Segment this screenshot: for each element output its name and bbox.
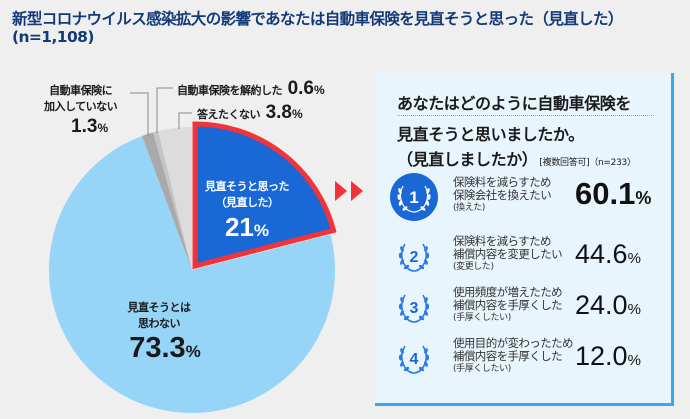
breakdown-panel: あなたはどのように自動車保険を 見直そうと思いましたか。 （見直しましたか） [複… — [375, 73, 674, 406]
rank-item-value: 12.0% — [575, 341, 641, 372]
value: 3.8 — [265, 102, 292, 123]
label-value: 21% — [201, 212, 293, 243]
item-sub: (手厚くしたい) — [453, 313, 511, 323]
rank-item-3: 3 使用頻度が増えたため 補償内容を手厚くした (手厚くしたい) 24.0% — [385, 282, 665, 334]
slice-not-insured — [142, 132, 192, 270]
label-text: 思わない — [138, 317, 181, 330]
label-no-answer: 答えたくない 3.8% — [197, 102, 303, 124]
label-no-review: 見直そうとは 思わない 73.3% — [104, 299, 214, 365]
dotted-divider — [397, 115, 654, 116]
label-text: 加入していない — [44, 100, 118, 113]
unit: % — [627, 250, 641, 267]
item-sub: (手厚くしたい) — [453, 364, 511, 374]
value: 24.0 — [575, 290, 628, 320]
unit: % — [627, 301, 641, 318]
item-line-1: 保険料を減らすため — [453, 175, 551, 189]
item-line-2: 補償内容を手厚くした — [453, 298, 563, 312]
rank-item-text: 使用目的が変わったため 補償内容を手厚くした (手厚くしたい) — [453, 336, 574, 376]
item-sub: (換えた) — [453, 203, 486, 213]
value: 21 — [224, 212, 254, 242]
slice-no-review — [48, 136, 335, 413]
item-line-1: 保険料を減らすため — [453, 234, 551, 248]
label-value: 73.3% — [116, 332, 214, 365]
rank-item-text: 保険料を減らすため 保険会社を換えたい (換えた) — [453, 175, 552, 215]
label-text: 見直そうとは — [127, 301, 192, 314]
double-arrow-right-icon — [335, 181, 363, 201]
leader-line-no-answer — [178, 112, 192, 129]
rank-item-4: 4 使用目的が変わったため 補償内容を手厚くした (手厚くしたい) 12.0% — [385, 333, 665, 385]
label-text: 見直そうと思った — [205, 180, 290, 193]
question-line-3: （見直しましたか） [複数回答可]（n=233） — [397, 146, 636, 170]
label-value: 1.3% — [44, 116, 117, 138]
slice-no-answer — [158, 127, 192, 270]
unit: % — [185, 342, 201, 361]
rank-item-text: 使用頻度が増えたため 補償内容を手厚くした (手厚くしたい) — [453, 285, 563, 325]
unit: % — [292, 107, 303, 121]
svg-text:4: 4 — [410, 351, 419, 368]
svg-text:1: 1 — [409, 188, 418, 207]
rank-item-2: 2 保険料を減らすため 補償内容を変更したい (変更した) 44.6% — [385, 231, 665, 283]
label-text: 自動車保険を解約した — [177, 84, 283, 97]
unit: % — [314, 83, 325, 97]
svg-text:3: 3 — [410, 300, 419, 317]
item-line-2: 補償内容を変更したい — [453, 247, 563, 261]
value: 60.1 — [575, 176, 636, 211]
laurel-badge-1-icon: 1 — [390, 173, 438, 221]
rank-item-value: 60.1% — [575, 176, 651, 212]
label-review: 見直そうと思った （見直した） 21% — [201, 178, 293, 243]
value: 0.6 — [287, 78, 314, 99]
svg-text:2: 2 — [410, 249, 419, 266]
label-cancelled: 自動車保険を解約した 0.6% — [177, 78, 325, 100]
rank-item-text: 保険料を減らすため 補償内容を変更したい (変更した) — [453, 234, 563, 274]
rank-item-1: 1 保険料を減らすため 保険会社を換えたい (換えた) 60.1% — [385, 172, 665, 224]
label-text: 自動車保険に — [49, 84, 113, 97]
laurel-badge-2-icon: 2 — [398, 243, 430, 272]
value: 44.6 — [575, 239, 628, 269]
item-sub: (変更した) — [453, 262, 494, 272]
item-line-1: 使用目的が変わったため — [453, 336, 574, 350]
title-line-1: 新型コロナウイルス感染拡大の影響であなたは自動車保険を見直そうと思った（見直した… — [12, 10, 623, 28]
item-line-2: 補償内容を手厚くした — [453, 349, 563, 363]
leader-line-cancelled — [156, 87, 173, 133]
unit: % — [253, 221, 270, 240]
slice-review — [192, 121, 337, 270]
rank-item-value: 24.0% — [575, 290, 641, 321]
question-text: （見直しましたか） — [397, 150, 538, 169]
chart-title: 新型コロナウイルス感染拡大の影響であなたは自動車保険を見直そうと思った（見直した… — [12, 10, 623, 46]
label-text: 答えたくない — [197, 108, 261, 121]
unit: % — [635, 188, 652, 208]
title-sample-size: (n=1,108) — [12, 28, 94, 46]
label-not-insured: 自動車保険に 加入していない 1.3% — [44, 82, 118, 138]
rank-item-value: 44.6% — [575, 239, 641, 270]
value: 12.0 — [575, 341, 628, 371]
question-line-1: あなたはどのように自動車保険を — [397, 94, 632, 113]
value: 1.3 — [71, 116, 98, 137]
unit: % — [627, 352, 641, 369]
item-line-2: 保険会社を換えたい — [453, 188, 552, 202]
label-text: （見直した） — [215, 196, 280, 209]
item-line-1: 使用頻度が増えたため — [453, 285, 563, 299]
laurel-badge-3-icon: 3 — [398, 294, 430, 323]
laurel-badge-4-icon: 4 — [398, 345, 430, 374]
question-line-2: 見直そうと思いましたか。 — [397, 125, 584, 144]
question-note: [複数回答可]（n=233） — [539, 158, 636, 168]
slice-cancelled — [153, 131, 192, 270]
value: 73.3 — [129, 332, 186, 364]
leader-line-not-insured — [130, 92, 149, 136]
unit: % — [97, 121, 109, 135]
